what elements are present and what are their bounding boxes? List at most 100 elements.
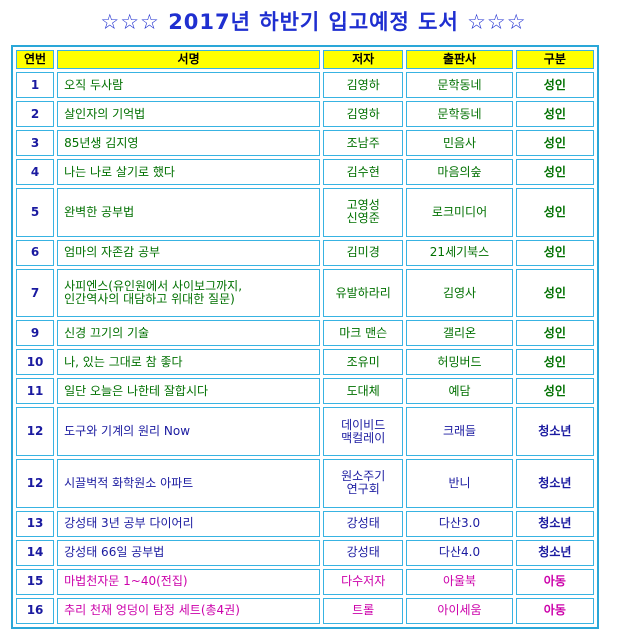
row-title: 오직 두사람 [57, 72, 321, 99]
row-publisher: 허밍버드 [406, 349, 513, 376]
row-author: 고영성 신영준 [323, 188, 404, 237]
row-category: 성인 [515, 101, 594, 128]
table-row: 10 나, 있는 그대로 참 좋다 조유미 허밍버드 성인 [16, 349, 594, 376]
row-author: 데이비드 맥컬레이 [323, 407, 404, 457]
row-author: 유발하라리 [323, 268, 404, 318]
row-publisher: 민음사 [406, 130, 513, 157]
row-category: 청소년 [515, 510, 594, 537]
table-row: 16 추리 천재 엉덩이 탐정 세트(총4권) 트롤 아이세움 아동 [16, 597, 594, 624]
row-publisher: 아울북 [406, 568, 513, 595]
row-number: 7 [16, 268, 55, 318]
row-author: 마크 맨슨 [323, 320, 404, 347]
row-author: 조남주 [323, 130, 404, 157]
row-publisher: 크래들 [406, 407, 513, 457]
row-category: 청소년 [515, 539, 594, 566]
row-author: 조유미 [323, 349, 404, 376]
row-publisher: 예담 [406, 378, 513, 405]
row-title: 신경 끄기의 기술 [57, 320, 321, 347]
table-row: 5 완벽한 공부법 고영성 신영준 로크미디어 성인 [16, 188, 594, 237]
row-publisher: 마음의숲 [406, 159, 513, 186]
row-category: 성인 [515, 349, 594, 376]
table-row: 13 강성태 3년 공부 다이어리 강성태 다산3.0 청소년 [16, 510, 594, 537]
row-publisher: 문학동네 [406, 101, 513, 128]
table-row: 9 신경 끄기의 기술 마크 맨슨 갤리온 성인 [16, 320, 594, 347]
row-number: 12 [16, 459, 55, 508]
row-title: 강성태 3년 공부 다이어리 [57, 510, 321, 537]
row-category: 성인 [515, 239, 594, 266]
row-category: 성인 [515, 320, 594, 347]
row-publisher: 로크미디어 [406, 188, 513, 237]
row-title: 마법천자문 1~40(전집) [57, 568, 321, 595]
table-row: 2 살인자의 기억법 김영하 문학동네 성인 [16, 101, 594, 128]
header-title: 서명 [57, 50, 321, 69]
table-row: 6 엄마의 자존감 공부 김미경 21세기북스 성인 [16, 239, 594, 266]
row-title: 나는 나로 살기로 했다 [57, 159, 321, 186]
row-author: 김영하 [323, 101, 404, 128]
row-number: 2 [16, 101, 55, 128]
row-category: 성인 [515, 268, 594, 318]
row-author: 도대체 [323, 378, 404, 405]
row-author: 강성태 [323, 510, 404, 537]
row-number: 13 [16, 510, 55, 537]
row-number: 15 [16, 568, 55, 595]
row-number: 1 [16, 72, 55, 99]
row-title: 85년생 김지영 [57, 130, 321, 157]
row-author: 원소주기 연구회 [323, 459, 404, 508]
row-author: 트롤 [323, 597, 404, 624]
row-author: 김수현 [323, 159, 404, 186]
table-row: 3 85년생 김지영 조남주 민음사 성인 [16, 130, 594, 157]
row-category: 성인 [515, 130, 594, 157]
row-title: 일단 오늘은 나한테 잘합시다 [57, 378, 321, 405]
table-row: 15 마법천자문 1~40(전집) 다수저자 아울북 아동 [16, 568, 594, 595]
row-category: 청소년 [515, 407, 594, 457]
row-category: 아동 [515, 568, 594, 595]
row-title: 시끌벅적 화학원소 아파트 [57, 459, 321, 508]
book-table: 연번 서명 저자 출판사 구분 1 오직 두사람 김영하 문학동네 성인 2 살인자의 기억… [11, 45, 599, 629]
row-title: 추리 천재 엉덩이 탐정 세트(총4권) [57, 597, 321, 624]
row-number: 11 [16, 378, 55, 405]
row-category: 청소년 [515, 459, 594, 508]
table-row: 7 사피엔스(유인원에서 사이보그까지, 인간역사의 대담하고 위대한 질문) 유발하… [16, 268, 594, 318]
row-number: 9 [16, 320, 55, 347]
page-title: ☆☆☆ 2017년 하반기 입고예정 도서 ☆☆☆ [100, 10, 527, 34]
row-author: 다수저자 [323, 568, 404, 595]
row-author: 강성태 [323, 539, 404, 566]
row-category: 아동 [515, 597, 594, 624]
row-author: 김영하 [323, 72, 404, 99]
table-row: 1 오직 두사람 김영하 문학동네 성인 [16, 72, 594, 99]
row-number: 5 [16, 188, 55, 237]
row-number: 12 [16, 407, 55, 457]
row-publisher: 김영사 [406, 268, 513, 318]
row-title: 강성태 66일 공부법 [57, 539, 321, 566]
header-row: 연번 서명 저자 출판사 구분 [16, 50, 594, 69]
header-publisher: 출판사 [406, 50, 513, 69]
header-category: 구분 [515, 50, 594, 69]
row-number: 14 [16, 539, 55, 566]
table-row: 4 나는 나로 살기로 했다 김수현 마음의숲 성인 [16, 159, 594, 186]
row-author: 김미경 [323, 239, 404, 266]
row-title: 나, 있는 그대로 참 좋다 [57, 349, 321, 376]
row-publisher: 아이세움 [406, 597, 513, 624]
row-title: 완벽한 공부법 [57, 188, 321, 237]
row-number: 4 [16, 159, 55, 186]
header-author: 저자 [323, 50, 404, 69]
row-publisher: 21세기북스 [406, 239, 513, 266]
table-row: 14 강성태 66일 공부법 강성태 다산4.0 청소년 [16, 539, 594, 566]
table-row: 12 도구와 기계의 원리 Now 데이비드 맥컬레이 크래들 청소년 [16, 407, 594, 457]
row-number: 16 [16, 597, 55, 624]
row-title: 살인자의 기억법 [57, 101, 321, 128]
row-title: 엄마의 자존감 공부 [57, 239, 321, 266]
row-title: 도구와 기계의 원리 Now [57, 407, 321, 457]
row-number: 3 [16, 130, 55, 157]
row-category: 성인 [515, 159, 594, 186]
row-publisher: 갤리온 [406, 320, 513, 347]
row-publisher: 반니 [406, 459, 513, 508]
table-row: 11 일단 오늘은 나한테 잘합시다 도대체 예담 성인 [16, 378, 594, 405]
row-publisher: 문학동네 [406, 72, 513, 99]
row-publisher: 다산4.0 [406, 539, 513, 566]
row-category: 성인 [515, 378, 594, 405]
row-publisher: 다산3.0 [406, 510, 513, 537]
row-title: 사피엔스(유인원에서 사이보그까지, 인간역사의 대담하고 위대한 질문) [57, 268, 321, 318]
row-category: 성인 [515, 188, 594, 237]
